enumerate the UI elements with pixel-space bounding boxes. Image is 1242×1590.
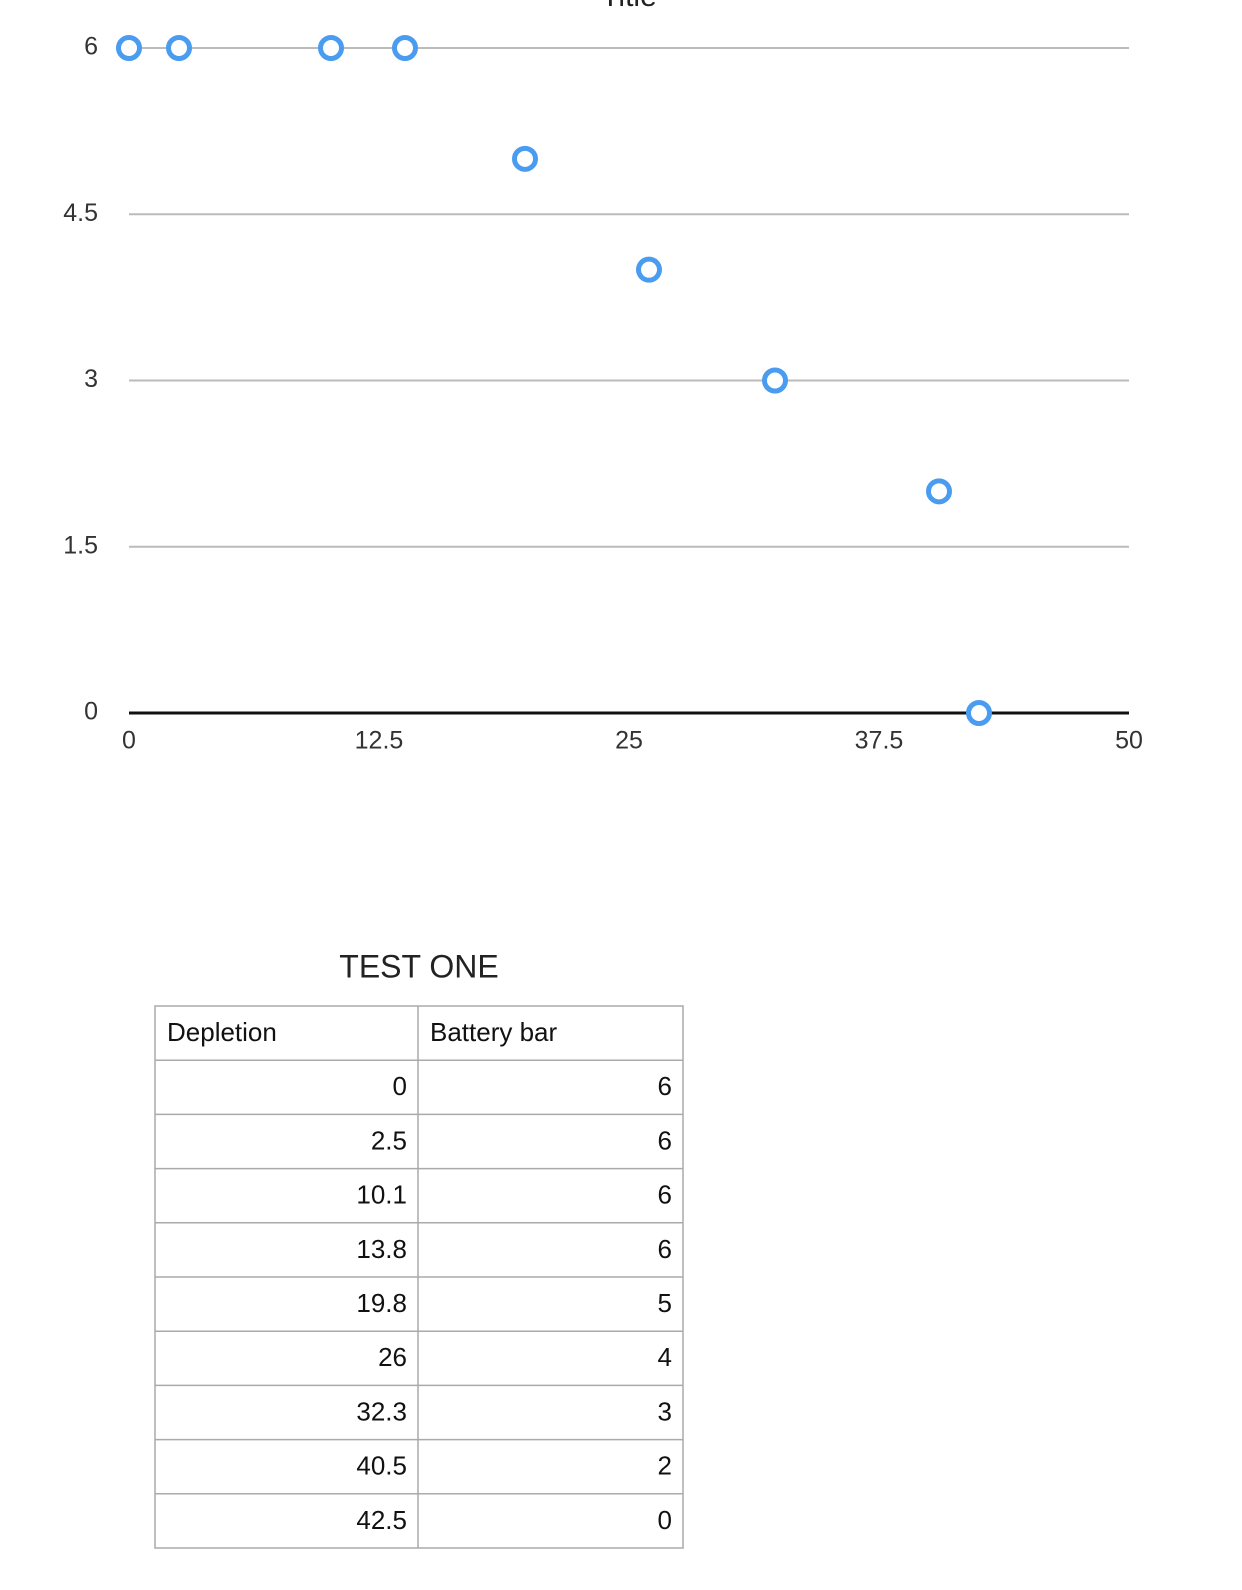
y-tick-label: 1.5 xyxy=(63,531,98,559)
table-title: TEST ONE xyxy=(339,948,498,984)
table-cell: 42.5 xyxy=(356,1505,407,1535)
point xyxy=(926,478,952,505)
table-cell: 4 xyxy=(658,1342,672,1372)
table-cell: 6 xyxy=(658,1234,672,1264)
column-header: Battery bar xyxy=(430,1017,558,1047)
table-cell: 10.1 xyxy=(356,1180,407,1210)
point xyxy=(636,256,662,283)
x-tick-label: 37.5 xyxy=(855,727,904,755)
point xyxy=(512,145,538,172)
table-cell: 6 xyxy=(658,1071,672,1101)
table-cell: 19.8 xyxy=(356,1288,407,1318)
y-tick-label: 4.5 xyxy=(63,199,98,227)
point xyxy=(392,35,418,61)
table-cell: 2 xyxy=(658,1451,672,1481)
table-cell: 6 xyxy=(658,1125,672,1155)
table-cell: 40.5 xyxy=(356,1451,407,1481)
point xyxy=(762,367,788,394)
y-tick-label: 6 xyxy=(84,33,98,61)
table-cell: 26 xyxy=(378,1342,407,1372)
table-cell: 5 xyxy=(658,1288,672,1318)
table-cell: 32.3 xyxy=(356,1396,407,1426)
chart-title: Title xyxy=(601,0,657,13)
y-tick-label: 0 xyxy=(84,698,98,726)
x-tick-label: 12.5 xyxy=(355,727,404,755)
x-tick-label: 25 xyxy=(615,727,643,755)
point xyxy=(166,35,192,61)
y-tick-label: 3 xyxy=(84,365,98,393)
point xyxy=(966,700,992,726)
table-cell: 6 xyxy=(658,1180,672,1210)
table-cell: 2.5 xyxy=(371,1125,407,1155)
column-header: Depletion xyxy=(167,1017,277,1047)
x-tick-label: 50 xyxy=(1115,727,1143,755)
table-cell: 13.8 xyxy=(356,1234,407,1264)
point xyxy=(318,35,344,61)
point xyxy=(116,35,142,61)
x-tick-label: 0 xyxy=(122,727,136,755)
table-cell: 0 xyxy=(393,1071,407,1101)
table-cell: 0 xyxy=(658,1505,672,1535)
table-cell: 3 xyxy=(658,1396,672,1426)
